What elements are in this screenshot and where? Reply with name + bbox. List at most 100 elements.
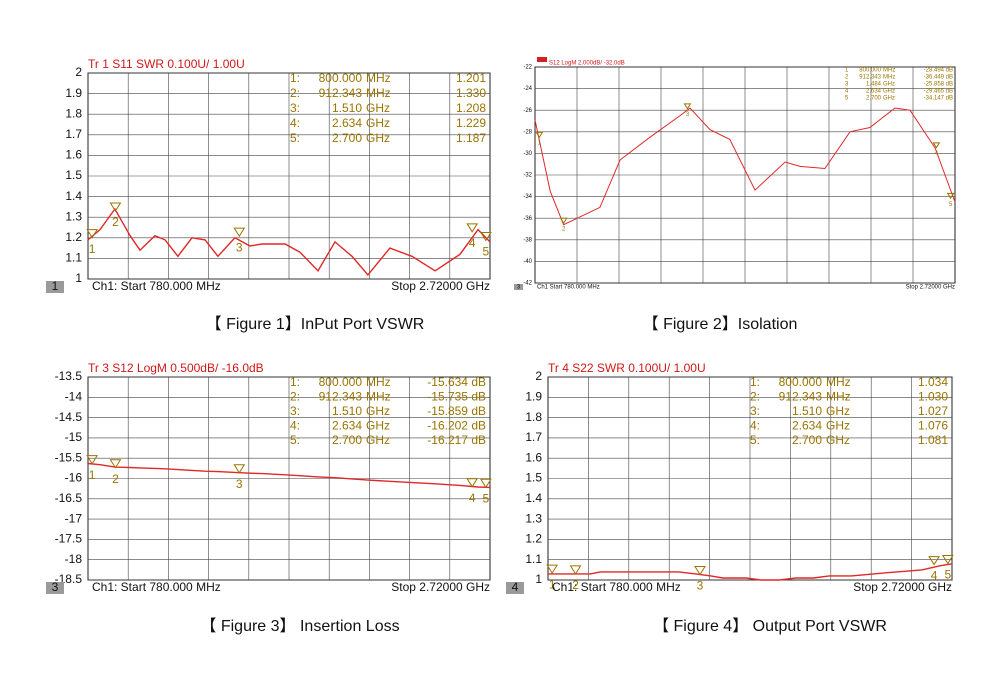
marker-label: 3 xyxy=(236,240,243,254)
y-tick-label: 1.7 xyxy=(525,430,542,444)
marker-label: 5 xyxy=(483,245,490,259)
y-tick-label: -16.5 xyxy=(55,491,83,505)
trace xyxy=(534,107,956,226)
marker-unit: GHz xyxy=(826,433,850,447)
marker-frequency: 2.700 xyxy=(866,96,882,102)
start-label: Ch1: Start 780.000 MHz xyxy=(92,279,221,293)
marker-row: 5: xyxy=(290,131,300,145)
marker-unit: MHz xyxy=(366,86,391,100)
marker-frequency: 912.343 xyxy=(319,390,363,404)
y-tick-label: 1.9 xyxy=(525,389,542,403)
y-tick-label: 1 xyxy=(75,271,82,285)
marker-value: 1.081 xyxy=(918,433,948,447)
marker-frequency: 1.510 xyxy=(332,404,362,418)
marker-value: -36.449 dB xyxy=(924,75,953,81)
marker-value: 1.187 xyxy=(456,131,486,145)
marker-frequency: 800.000 xyxy=(779,375,823,389)
marker-frequency: 2.634 xyxy=(866,89,882,95)
marker-row: 1: xyxy=(750,375,760,389)
y-tick-label: -36 xyxy=(523,216,532,222)
marker xyxy=(109,459,122,469)
y-tick-label: -16 xyxy=(65,471,83,485)
marker-frequency: 2.634 xyxy=(792,419,822,433)
y-tick-label: 1.8 xyxy=(65,106,82,120)
y-tick-label: -15.5 xyxy=(55,450,83,464)
marker-frequency: 800.000 xyxy=(319,71,363,85)
y-tick-label: -26 xyxy=(523,108,532,114)
marker-unit: MHz xyxy=(826,390,851,404)
marker-frequency: 1.510 xyxy=(332,101,362,115)
marker-unit: GHz xyxy=(366,116,390,130)
marker-frequency: 1.510 xyxy=(792,404,822,418)
marker-unit: GHz xyxy=(883,82,895,88)
marker xyxy=(932,142,941,149)
marker-value: -15.634 dB xyxy=(427,375,486,389)
caption: 【 Figure 3】 Insertion Loss xyxy=(200,618,399,635)
marker-value: 1.330 xyxy=(456,86,486,100)
y-tick-label: -14 xyxy=(65,389,83,403)
y-tick-label: 1.8 xyxy=(525,410,542,424)
marker-label: 1 xyxy=(538,141,542,147)
chart-title: S12 LogM 2.000dB/ -32.0dB xyxy=(549,61,625,67)
stop-label: Stop 2.72000 GHz xyxy=(391,580,490,594)
marker xyxy=(569,565,582,575)
marker-frequency: 912.343 xyxy=(859,75,881,81)
marker-unit: MHz xyxy=(366,375,391,389)
marker-frequency: 2.700 xyxy=(792,433,822,447)
marker-row: 4 xyxy=(845,89,849,95)
marker-value: -15.859 dB xyxy=(427,404,486,418)
marker-row: 5: xyxy=(290,433,300,447)
y-tick-label: 2 xyxy=(75,65,82,79)
marker-value: 1.076 xyxy=(918,419,948,433)
y-tick-label: -17.5 xyxy=(55,532,83,546)
marker xyxy=(559,217,568,224)
trace-number-box xyxy=(506,582,524,594)
marker-row: 2: xyxy=(290,86,300,100)
y-tick-label: -13.5 xyxy=(55,369,83,383)
y-tick-label: -24 xyxy=(523,86,532,92)
marker-value: 1.201 xyxy=(456,71,486,85)
marker xyxy=(683,103,692,110)
trace-number-box xyxy=(514,284,523,290)
marker-row: 3: xyxy=(750,404,760,418)
y-tick-label: 1.4 xyxy=(65,189,82,203)
marker xyxy=(233,227,246,238)
marker-label: 4 xyxy=(469,236,476,250)
y-tick-label: -18 xyxy=(65,552,83,566)
marker xyxy=(86,229,99,239)
start-label: Ch1: Start 780.000 MHz xyxy=(552,580,681,594)
marker-label: 5 xyxy=(944,568,951,582)
marker-frequency: 800.000 xyxy=(319,375,363,389)
trace-number: 1 xyxy=(52,279,59,293)
y-tick-label: -42 xyxy=(523,281,532,287)
stop-label: Stop 2.72000 GHz xyxy=(906,285,955,291)
marker xyxy=(233,464,246,474)
marker-label: 2 xyxy=(572,578,579,592)
marker-label: 3 xyxy=(236,477,243,491)
y-tick-label: -22 xyxy=(523,65,532,71)
marker-row: 4: xyxy=(290,419,300,433)
marker-unit: MHz xyxy=(826,375,851,389)
marker xyxy=(694,566,706,576)
y-tick-label: -17 xyxy=(65,511,83,525)
trace-number: 3 xyxy=(517,285,521,291)
y-tick-label: 1.2 xyxy=(65,230,82,244)
marker-value: -34.147 dB xyxy=(924,96,953,102)
marker-label: 3 xyxy=(686,112,690,118)
marker xyxy=(479,231,492,242)
y-tick-label: -28 xyxy=(523,129,532,135)
marker-row: 3 xyxy=(845,82,849,88)
marker-unit: MHz xyxy=(883,68,895,74)
chart-title: Tr 4 S22 SWR 0.100U/ 1.00U xyxy=(548,361,706,375)
start-label: Ch1: Start 780.000 MHz xyxy=(92,580,221,594)
marker-value: 1.229 xyxy=(456,116,486,130)
y-tick-label: -14.5 xyxy=(55,410,83,424)
marker-frequency: 2.700 xyxy=(332,433,362,447)
y-tick-label: -30 xyxy=(523,151,532,157)
y-tick-label: 1.2 xyxy=(525,532,542,546)
marker-value: -16.202 dB xyxy=(427,419,486,433)
trace xyxy=(87,462,491,489)
marker-label: 3 xyxy=(697,579,704,593)
